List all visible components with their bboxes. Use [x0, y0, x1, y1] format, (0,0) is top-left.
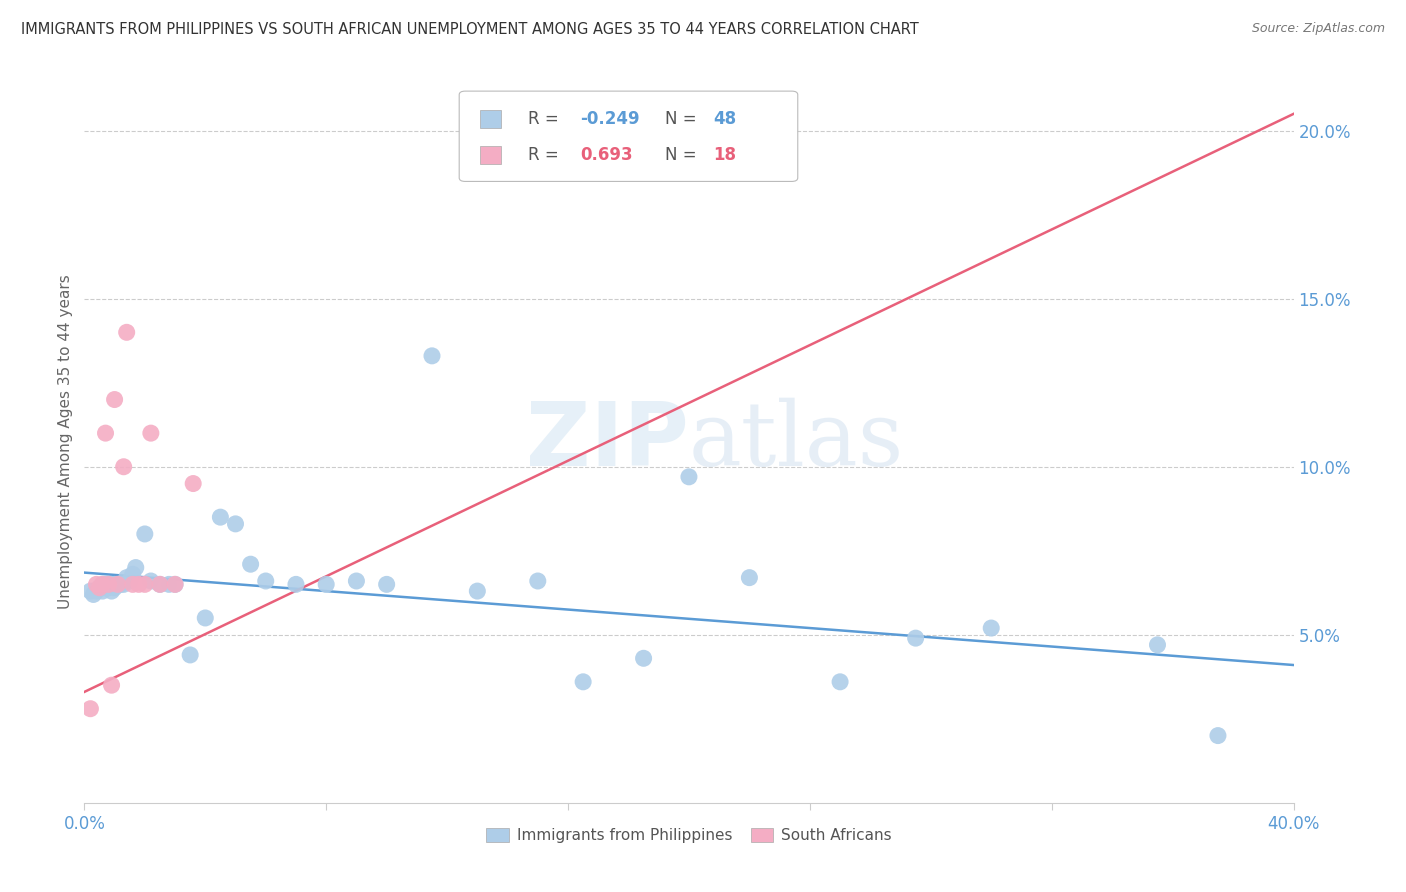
Point	[115, 571, 138, 585]
Point	[86, 577, 108, 591]
Point	[139, 574, 162, 588]
Point	[86, 584, 108, 599]
Text: atlas: atlas	[689, 398, 904, 485]
Point	[157, 577, 180, 591]
Point	[104, 581, 127, 595]
Text: R =: R =	[529, 145, 564, 164]
Point	[633, 651, 655, 665]
Point	[89, 581, 111, 595]
Point	[209, 510, 232, 524]
Point	[97, 577, 120, 591]
Point	[527, 574, 550, 588]
Point	[134, 577, 156, 591]
Point	[239, 558, 262, 572]
Point	[830, 674, 852, 689]
Y-axis label: Unemployment Among Ages 35 to 44 years: Unemployment Among Ages 35 to 44 years	[58, 274, 73, 609]
Point	[149, 577, 172, 591]
Point	[1146, 638, 1168, 652]
Legend: Immigrants from Philippines, South Africans: Immigrants from Philippines, South Afric…	[479, 822, 898, 849]
Point	[79, 584, 101, 599]
Point	[94, 581, 117, 595]
FancyBboxPatch shape	[460, 91, 797, 181]
Text: Source: ZipAtlas.com: Source: ZipAtlas.com	[1251, 22, 1385, 36]
Point	[112, 577, 135, 591]
Point	[420, 349, 443, 363]
Point	[100, 584, 122, 599]
Point	[100, 577, 122, 591]
Point	[97, 581, 120, 595]
Text: -0.249: -0.249	[581, 110, 640, 128]
Point	[165, 577, 187, 591]
Text: N =: N =	[665, 110, 702, 128]
Point	[97, 577, 120, 591]
Point	[107, 577, 129, 591]
Point	[165, 577, 187, 591]
Point	[678, 470, 700, 484]
Point	[91, 584, 114, 599]
Point	[467, 584, 489, 599]
Point	[125, 560, 148, 574]
Point	[904, 631, 927, 645]
Text: ZIP: ZIP	[526, 398, 689, 485]
Text: 0.693: 0.693	[581, 145, 633, 164]
Point	[225, 516, 247, 531]
Text: R =: R =	[529, 110, 564, 128]
Point	[315, 577, 337, 591]
Point	[194, 611, 217, 625]
Point	[91, 577, 114, 591]
Point	[79, 702, 101, 716]
Point	[139, 426, 162, 441]
Point	[121, 567, 143, 582]
Point	[82, 587, 104, 601]
Point	[346, 574, 368, 588]
Point	[128, 577, 150, 591]
Point	[285, 577, 308, 591]
Point	[107, 577, 129, 591]
Point	[118, 574, 141, 588]
Point	[375, 577, 398, 591]
Point	[134, 527, 156, 541]
Point	[112, 459, 135, 474]
Point	[1206, 729, 1229, 743]
Point	[254, 574, 277, 588]
Point	[115, 326, 138, 340]
Point	[181, 476, 204, 491]
Point	[572, 674, 595, 689]
Point	[94, 577, 117, 591]
Point	[100, 678, 122, 692]
Point	[121, 577, 143, 591]
Point	[94, 426, 117, 441]
Point	[104, 392, 127, 407]
Text: 48: 48	[713, 110, 737, 128]
Text: 18: 18	[713, 145, 737, 164]
Point	[179, 648, 201, 662]
Text: N =: N =	[665, 145, 702, 164]
Text: IMMIGRANTS FROM PHILIPPINES VS SOUTH AFRICAN UNEMPLOYMENT AMONG AGES 35 TO 44 YE: IMMIGRANTS FROM PHILIPPINES VS SOUTH AFR…	[21, 22, 920, 37]
Point	[91, 577, 114, 591]
FancyBboxPatch shape	[479, 145, 501, 164]
Point	[89, 581, 111, 595]
Point	[104, 577, 127, 591]
Point	[738, 571, 761, 585]
Point	[149, 577, 172, 591]
FancyBboxPatch shape	[479, 110, 501, 128]
Point	[110, 577, 132, 591]
Point	[980, 621, 1002, 635]
